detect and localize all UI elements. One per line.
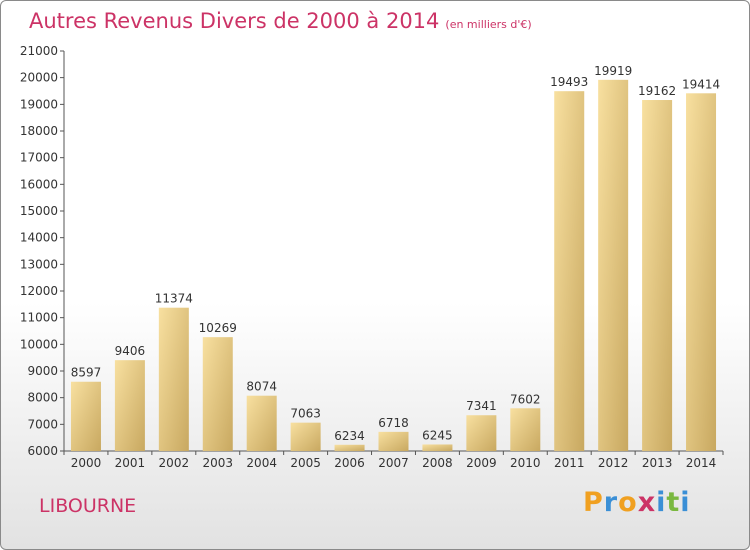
bar [70,381,101,451]
bar [378,431,409,451]
x-tick-label: 2000 [71,456,102,470]
logo-letter: i [680,487,691,518]
bar [422,444,453,451]
y-tick-label: 20000 [20,71,58,85]
x-tick-label: 2007 [378,456,409,470]
x-tick-label: 2005 [290,456,321,470]
data-label: 6718 [378,416,409,430]
data-label: 7341 [466,399,497,413]
data-labels: 8597 9406 11374 10269 8074 7063 6234 6718 6245 73… [71,64,720,443]
bar [158,307,189,451]
y-tick-label: 16000 [20,177,58,191]
data-label: 7602 [510,392,541,406]
bar [466,415,497,451]
y-tick-label: 7000 [27,417,58,431]
data-label: 19919 [594,64,632,78]
x-tick-label: 2004 [246,456,277,470]
y-tick-label: 21000 [20,44,58,58]
data-label: 11374 [155,292,193,306]
data-label: 8074 [246,380,277,394]
data-label: 10269 [199,321,237,335]
data-label: 19493 [550,75,588,89]
data-label: 19162 [638,84,676,98]
bar [202,337,233,451]
x-tick-label: 2003 [202,456,233,470]
logo-letter: r [603,487,619,518]
bar [290,422,321,451]
bar [246,395,277,451]
x-tick-label: 2010 [510,456,541,470]
x-tick-label: 2009 [466,456,497,470]
logo-letter: o [618,487,638,518]
y-tick-label: 8000 [27,391,58,405]
logo-letter: t [666,487,681,518]
bar [114,360,145,451]
y-tick-label: 19000 [20,97,58,111]
y-tick-label: 14000 [20,231,58,245]
data-label: 9406 [115,344,146,358]
y-tick-label: 15000 [20,204,58,218]
data-label: 19414 [682,77,720,91]
y-tick-label: 11000 [20,311,58,325]
data-label: 8597 [71,366,102,380]
x-tick-label: 2012 [598,456,629,470]
unit-note: (en milliers d'€) [445,18,532,31]
bar [334,444,365,451]
title-text: Autres Revenus Divers de 2000 à 2014 [29,9,440,33]
bar [642,100,673,451]
y-tick-label: 10000 [20,337,58,351]
y-tick-label: 18000 [20,124,58,138]
x-tick-label: 2006 [334,456,365,470]
city-name: LIBOURNE [39,495,137,517]
data-label: 7063 [290,407,321,421]
data-label: 6245 [422,428,453,442]
x-axis: 2000 2001 2002 2003 2004 2005 2006 2007 2008 2009… [63,450,724,470]
logo-letter: i [656,487,667,518]
y-tick-label: 12000 [20,284,58,298]
y-tick-label: 13000 [20,257,58,271]
data-label: 6234 [334,429,365,443]
chart-title: Autres Revenus Divers de 2000 à 2014 (en … [29,9,532,33]
bar [598,79,629,452]
bar [554,91,585,451]
x-tick-label: 2002 [159,456,190,470]
x-tick-label: 2013 [642,456,673,470]
y-tick-label: 17000 [20,151,58,165]
x-tick-label: 2011 [554,456,585,470]
proxiti-logo[interactable]: Proxiti [583,487,691,518]
logo-letter: x [637,487,657,518]
x-tick-label: 2001 [115,456,146,470]
bar [510,408,541,451]
x-tick-label: 2014 [686,456,717,470]
y-tick-label: 9000 [27,364,58,378]
x-tick-label: 2008 [422,456,453,470]
logo-letter: P [583,487,604,518]
y-tick-label: 6000 [27,444,58,458]
bar [686,93,717,451]
bars [70,79,717,452]
y-axis: 6000 7000 8000 9000 10000 11000 12000 13000 1400… [20,44,65,458]
